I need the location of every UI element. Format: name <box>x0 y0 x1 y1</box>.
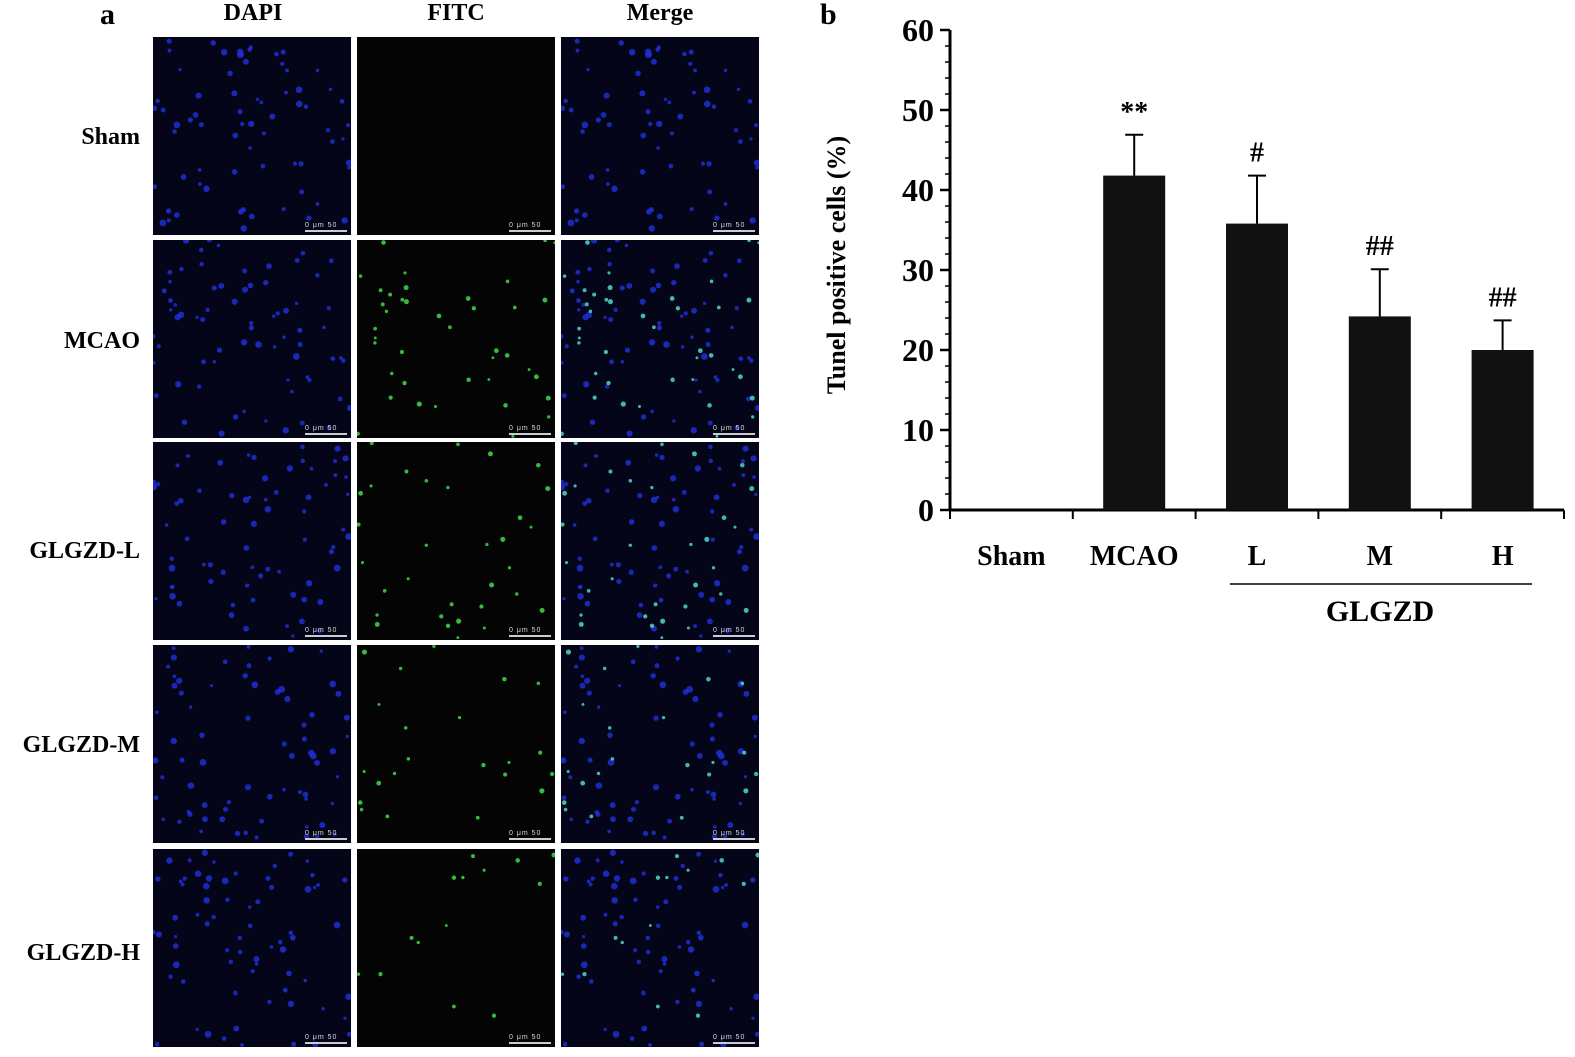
scale-bar: 0 μm 50 <box>509 222 551 232</box>
scale-bar: 0 μm 50 <box>305 627 347 637</box>
y-axis: 0 10 20 30 40 50 60 <box>902 12 952 528</box>
micrograph-merge-sham: 0 μm 50 <box>561 37 759 235</box>
micrograph-fitc-glgzd-m: 0 μm 50 <box>357 645 555 843</box>
scale-bar: 0 μm 50 <box>509 1034 551 1044</box>
scale-bar: 0 μm 50 <box>509 627 551 637</box>
glgzd-group-label: GLGZD <box>1326 595 1434 628</box>
y-tick-label: 30 <box>902 252 934 288</box>
micrograph-dapi-glgzd-l: 0 μm 50 <box>153 442 351 640</box>
row-label-glgzd-l: GLGZD-L <box>29 538 140 564</box>
y-tick-label: 50 <box>902 92 934 128</box>
y-tick-label: 40 <box>902 172 934 208</box>
significance-label: ## <box>1366 231 1394 262</box>
y-tick-label: 60 <box>902 12 934 48</box>
scale-bar: 0 μm 50 <box>305 222 347 232</box>
x-axis: Sham MCAO L M H <box>949 508 1565 572</box>
x-tick-label: L <box>1248 541 1267 572</box>
micrograph-merge-glgzd-h: 0 μm 50 <box>561 849 759 1047</box>
bars: **##### <box>1103 97 1534 510</box>
bar <box>1348 316 1411 510</box>
y-tick-label: 10 <box>902 412 934 448</box>
bar <box>1471 350 1534 510</box>
x-tick-label: Sham <box>977 541 1045 572</box>
bar <box>1103 175 1166 510</box>
micrograph-fitc-glgzd-l: 0 μm 50 <box>357 442 555 640</box>
bar <box>1226 223 1288 510</box>
x-tick-label: H <box>1492 541 1514 572</box>
scale-bar: 0 μm 50 <box>305 1034 347 1044</box>
y-tick-label: 20 <box>902 332 934 368</box>
row-label-mcao: MCAO <box>64 328 140 354</box>
micrograph-merge-glgzd-m: 0 μm 50 <box>561 645 759 843</box>
micrograph-fitc-glgzd-h: 0 μm 50 <box>357 849 555 1047</box>
scale-bar: 0 μm 50 <box>509 425 551 435</box>
micrograph-merge-mcao: 0 μm 50 <box>561 240 759 438</box>
column-header-dapi: DAPI <box>223 0 283 26</box>
scale-bar: 0 μm 50 <box>713 222 755 232</box>
y-tick-label: 0 <box>918 492 934 528</box>
panel-a-letter: a <box>100 0 115 31</box>
x-tick-label: M <box>1367 541 1393 572</box>
panel-b-letter: b <box>820 0 837 31</box>
significance-label: ** <box>1120 97 1148 128</box>
scale-bar: 0 μm 50 <box>713 1034 755 1044</box>
micrograph-dapi-mcao: 0 μm 50 <box>153 240 351 438</box>
micrograph-fitc-sham: 0 μm 50 <box>357 37 555 235</box>
scale-bar: 0 μm 50 <box>713 627 755 637</box>
significance-label: # <box>1250 138 1264 169</box>
row-label-glgzd-h: GLGZD-H <box>26 940 140 966</box>
scale-bar: 0 μm 50 <box>713 425 755 435</box>
micrograph-dapi-sham: 0 μm 50 <box>153 37 351 235</box>
scale-bar: 0 μm 50 <box>509 830 551 840</box>
micrograph-merge-glgzd-l: 0 μm 50 <box>561 442 759 640</box>
row-label-glgzd-m: GLGZD-M <box>22 732 140 758</box>
significance-label: ## <box>1489 282 1517 313</box>
y-axis-label: Tunel positive cells (%) <box>822 136 851 394</box>
micrograph-dapi-glgzd-h: 0 μm 50 <box>153 849 351 1047</box>
scale-bar: 0 μm 50 <box>305 425 347 435</box>
scale-bar: 0 μm 50 <box>305 830 347 840</box>
column-header-merge: Merge <box>626 0 694 26</box>
x-tick-label: MCAO <box>1090 541 1179 572</box>
micrograph-fitc-mcao: 0 μm 50 <box>357 240 555 438</box>
column-header-fitc: FITC <box>427 0 485 26</box>
micrograph-dapi-glgzd-m: 0 μm 50 <box>153 645 351 843</box>
row-label-sham: Sham <box>81 124 140 150</box>
scale-bar: 0 μm 50 <box>713 830 755 840</box>
